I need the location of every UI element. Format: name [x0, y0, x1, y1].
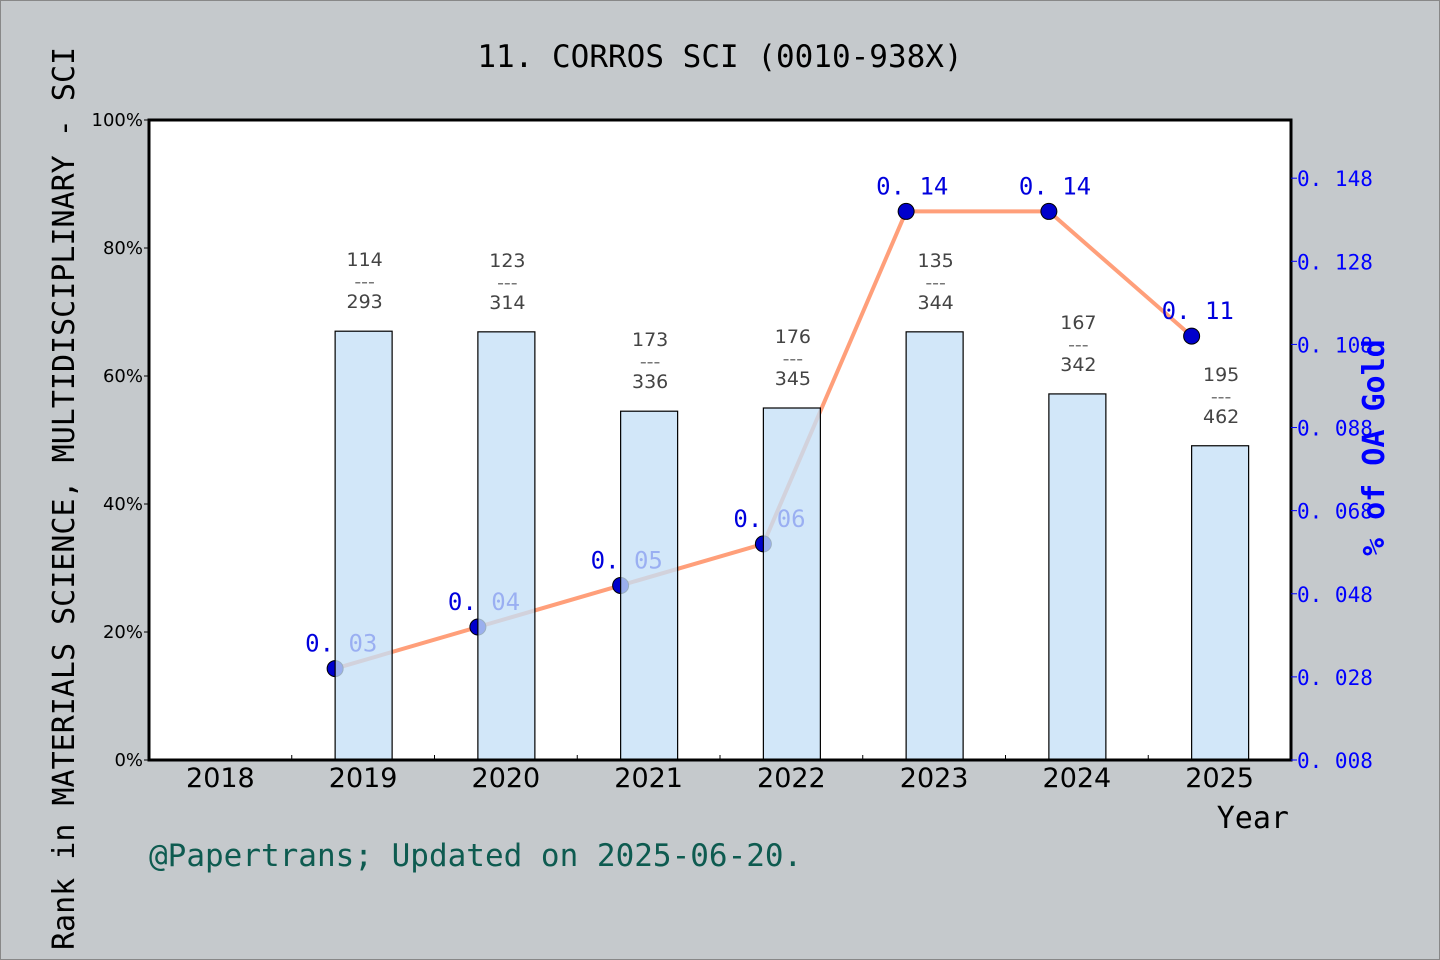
rank-label: 135: [917, 250, 953, 272]
x-tick-label: 2022: [757, 763, 826, 794]
y2-tick-label: 0. 148: [1297, 167, 1373, 191]
rank-bar: [905, 331, 964, 761]
chart-title: 11. CORROS SCI (0010-938X): [477, 39, 962, 75]
rank-bar: [1191, 445, 1250, 761]
rank-separator: ---: [783, 348, 804, 370]
y2-tick-label: 0. 108: [1297, 333, 1373, 357]
rank-bar: [477, 331, 536, 761]
y-tick-label: 40%: [103, 494, 143, 515]
y2-tick-label: 0. 068: [1297, 500, 1373, 524]
y-tick-label: 80%: [103, 238, 143, 259]
y2-tick-label: 0. 048: [1297, 583, 1373, 607]
total-label: 293: [346, 291, 382, 313]
x-tick-label: 2024: [1043, 763, 1112, 794]
x-tick-label: 2021: [614, 763, 683, 794]
oa-gold-marker: [1183, 327, 1201, 345]
rank-label: 176: [775, 326, 811, 348]
y-tick-label: 100%: [92, 110, 143, 131]
rank-label: 123: [489, 250, 525, 272]
rank-separator: ---: [1211, 386, 1232, 408]
x-tick-label: 2019: [329, 763, 398, 794]
total-label: 345: [775, 368, 811, 390]
plot-area: [149, 120, 1291, 760]
rank-separator: ---: [497, 272, 518, 294]
oa-gold-marker: [1040, 202, 1058, 220]
total-label: 314: [489, 292, 525, 314]
footer-note: @Papertrans; Updated on 2025-06-20.: [149, 838, 802, 874]
y2-tick-label: 0. 028: [1297, 666, 1373, 690]
total-label: 342: [1060, 354, 1096, 376]
y-tick-label: 60%: [103, 366, 143, 387]
y-tick-label: 20%: [103, 622, 143, 643]
rank-bar: [334, 330, 393, 761]
rank-separator: ---: [925, 272, 946, 294]
oa-gold-marker: [897, 202, 915, 220]
x-tick-label: 2018: [186, 763, 255, 794]
rank-separator: ---: [354, 271, 375, 293]
x-tick-label: 2020: [472, 763, 541, 794]
y2-tick-label: 0. 128: [1297, 250, 1373, 274]
total-label: 336: [632, 371, 668, 393]
rank-label: 195: [1203, 364, 1239, 386]
x-axis-label: Year: [1217, 801, 1289, 836]
y2-tick-label: 0. 088: [1297, 417, 1373, 441]
y2-tick-label: 0. 008: [1297, 749, 1373, 773]
y-tick-label: 0%: [114, 750, 143, 771]
rank-label: 167: [1060, 312, 1096, 334]
x-tick-label: 2025: [1185, 763, 1254, 794]
rank-bar: [1048, 393, 1107, 761]
x-tick-label: 2023: [900, 763, 969, 794]
total-label: 344: [917, 292, 953, 314]
total-label: 462: [1203, 406, 1239, 428]
rank-label: 114: [346, 249, 382, 271]
y2-axis-label: % of OA Gold: [1357, 339, 1392, 556]
y-axis-label: Rank in MATERIALS SCIENCE, MULTIDISCIPLI…: [47, 47, 82, 950]
rank-bar: [762, 407, 821, 761]
rank-separator: ---: [1068, 334, 1089, 356]
oa-gold-value-label: 0. 14: [1019, 172, 1091, 200]
oa-gold-value-label: 0. 11: [1162, 297, 1234, 325]
rank-bar: [620, 410, 679, 761]
oa-gold-value-label: 0. 14: [876, 172, 948, 200]
rank-separator: ---: [640, 351, 661, 373]
rank-label: 173: [632, 329, 668, 351]
